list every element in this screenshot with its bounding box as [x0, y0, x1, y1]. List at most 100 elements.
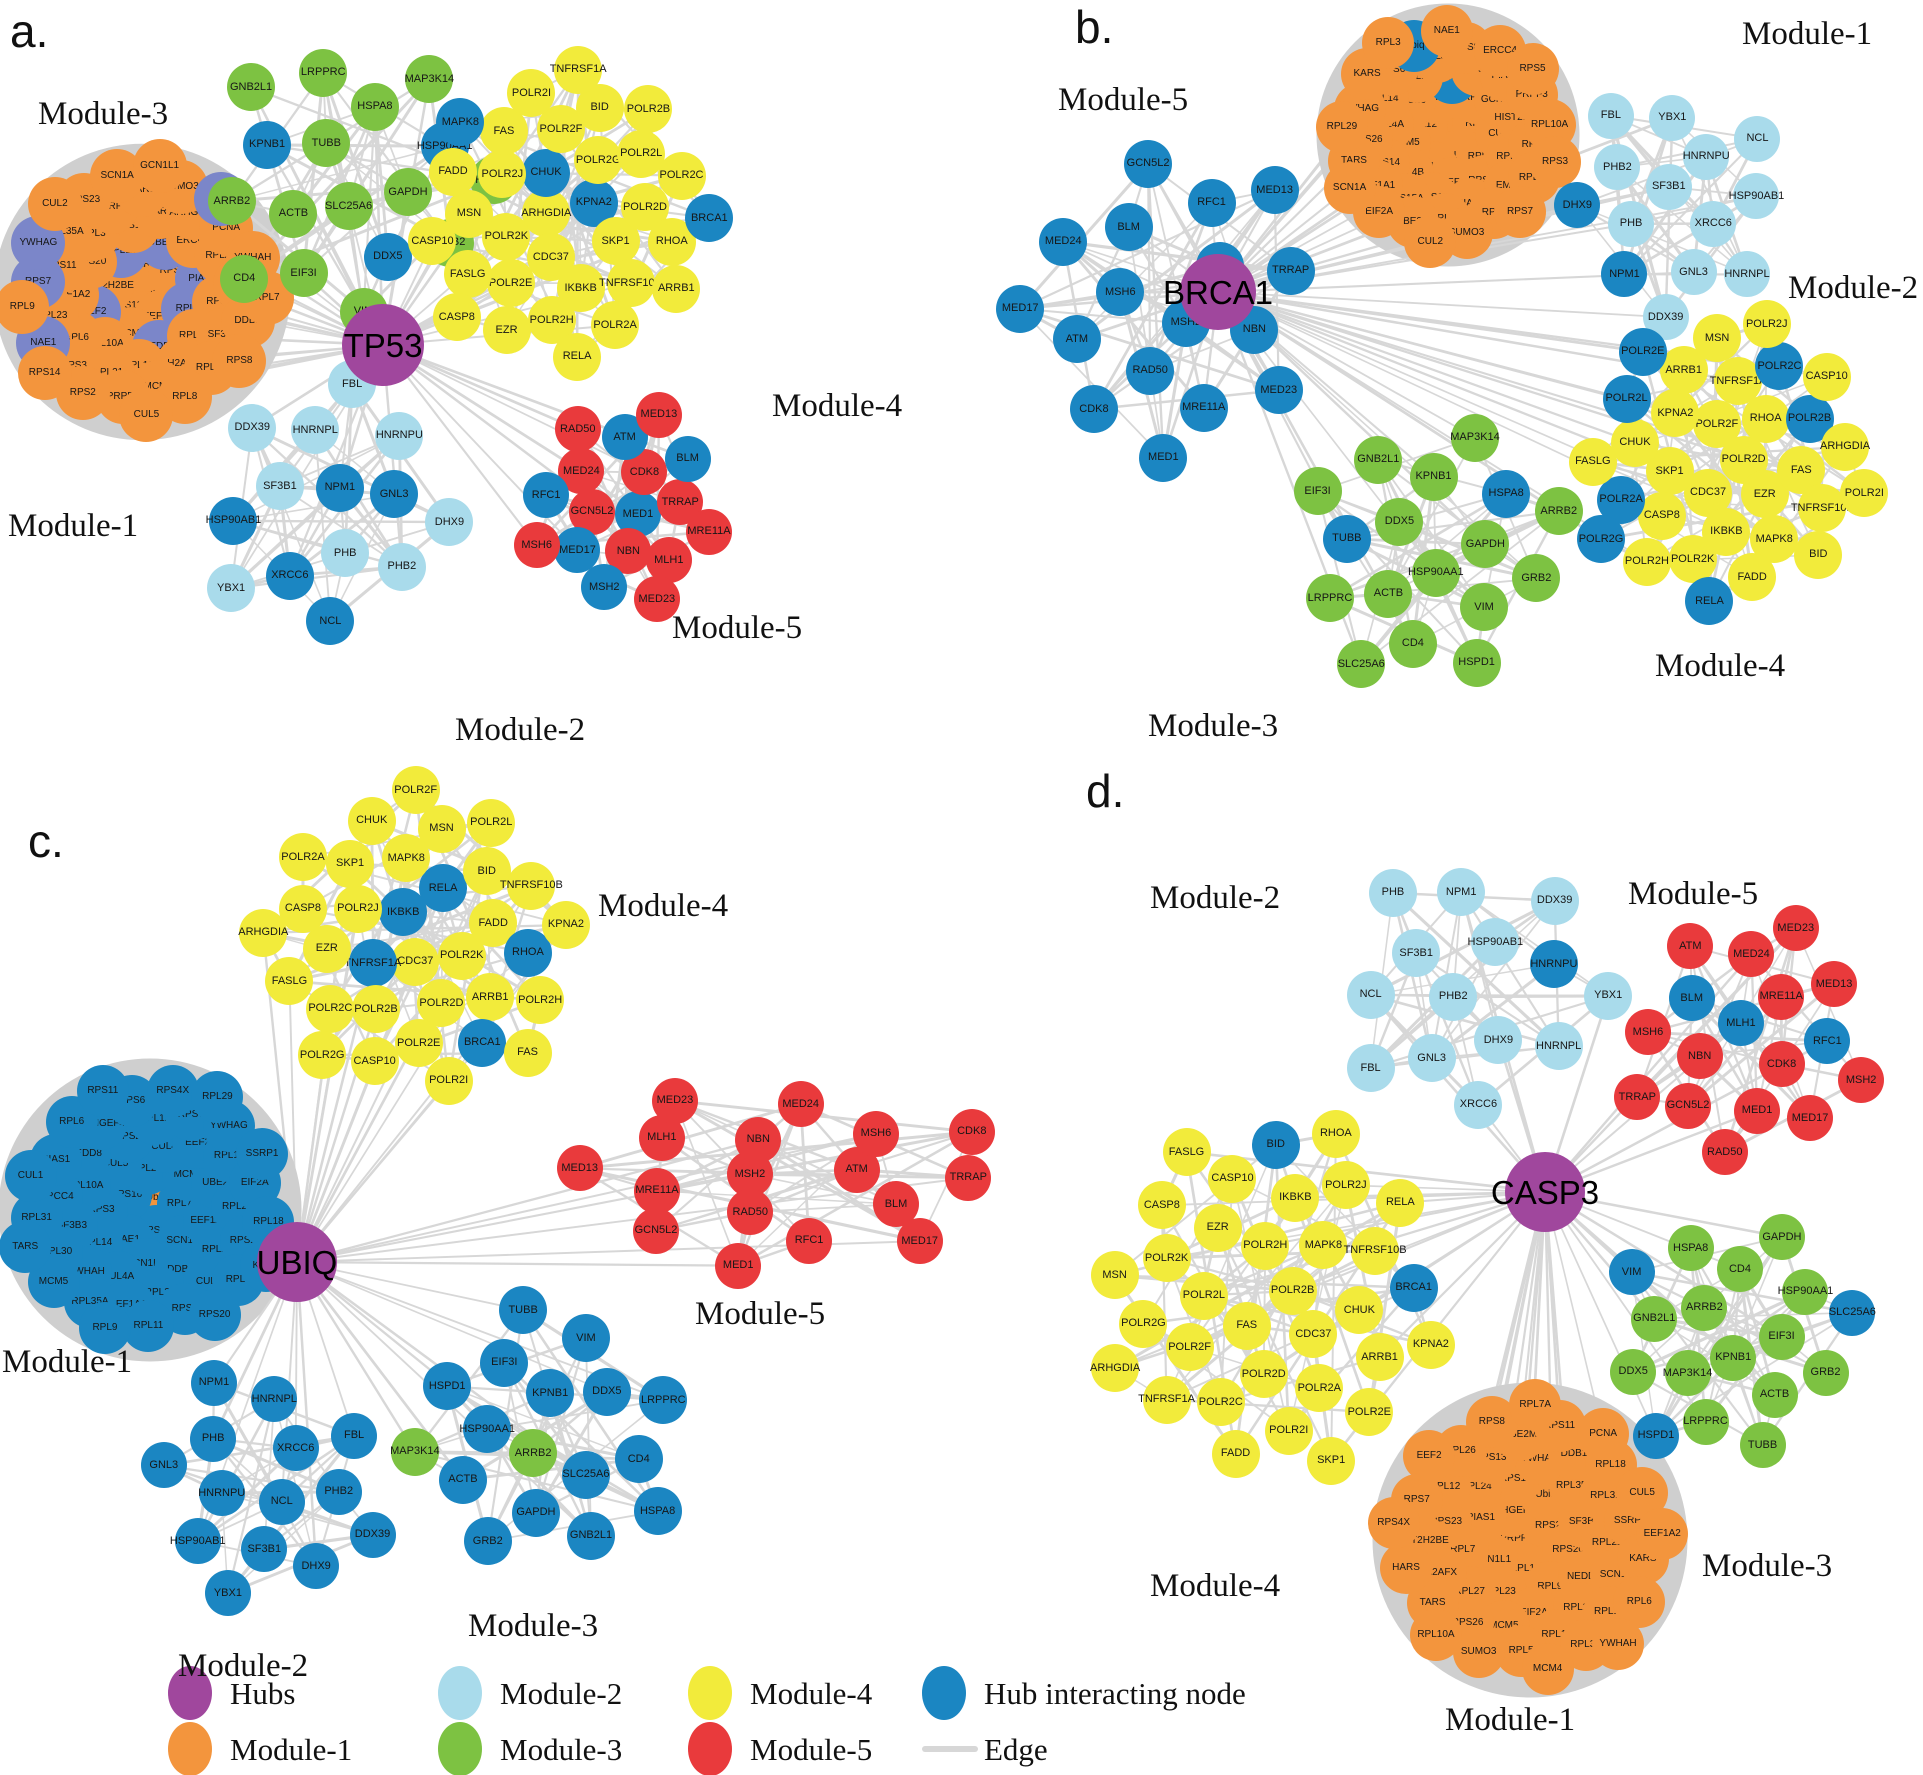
node-tubb[interactable]: TUBB	[499, 1286, 548, 1335]
node-brca1[interactable]: BRCA1	[685, 194, 734, 243]
node-med23[interactable]: MED23	[633, 576, 680, 623]
node-hspa8[interactable]: HSPA8	[350, 82, 399, 131]
node-hspd1[interactable]: HSPD1	[423, 1362, 472, 1411]
node-polr2k[interactable]: POLR2K	[1142, 1234, 1191, 1283]
node-rps5[interactable]: RPS5	[1506, 42, 1559, 95]
node-cd4[interactable]: CD4	[220, 254, 269, 303]
node-polr2c[interactable]: POLR2C	[657, 151, 706, 200]
node-actb[interactable]: ACTB	[1751, 1371, 1798, 1418]
node-gnb2l1[interactable]: GNB2L1	[227, 63, 276, 112]
node-brca1[interactable]: BRCA1	[458, 1018, 507, 1067]
node-slc25a6[interactable]: SLC25A6	[1337, 640, 1386, 689]
node-fas[interactable]: FAS	[1222, 1301, 1271, 1350]
node-cdc37[interactable]: CDC37	[1289, 1310, 1338, 1359]
node-lrpprc[interactable]: LRPPRC	[1682, 1398, 1729, 1445]
node-faslg[interactable]: FASLG	[443, 250, 492, 299]
node-npm1[interactable]: NPM1	[315, 463, 364, 512]
node-sf3b1[interactable]: SF3B1	[255, 462, 304, 511]
node-med23[interactable]: MED23	[651, 1077, 698, 1124]
node-msh6[interactable]: MSH6	[1096, 268, 1145, 317]
node-rpl11[interactable]: RPL11	[122, 1300, 175, 1353]
node-mlh1[interactable]: MLH1	[645, 537, 692, 584]
node-kpnb1[interactable]: KPNB1	[526, 1369, 575, 1418]
node-med24[interactable]: MED24	[1039, 217, 1088, 266]
node-xrcc6[interactable]: XRCC6	[272, 1425, 319, 1472]
node-polr2e[interactable]: POLR2E	[394, 1019, 443, 1068]
node-rhoa[interactable]: RHOA	[1311, 1109, 1360, 1158]
node-rela[interactable]: RELA	[553, 332, 602, 381]
node-tnfrsf1a[interactable]: TNFRSF1A	[550, 45, 607, 94]
node-kpnb1[interactable]: KPNB1	[1409, 452, 1458, 501]
node-ncl[interactable]: NCL	[306, 597, 355, 646]
node-med17[interactable]: MED17	[1787, 1095, 1834, 1142]
node-hspd1[interactable]: HSPD1	[1632, 1412, 1679, 1459]
node-scn1a[interactable]: SCN1A	[1323, 161, 1376, 214]
node-rela[interactable]: RELA	[1685, 577, 1734, 626]
node-rps4x[interactable]: RPS4X	[1367, 1496, 1420, 1549]
node-polr2d[interactable]: POLR2D	[1239, 1350, 1288, 1399]
node-msn[interactable]: MSN	[1090, 1251, 1139, 1300]
node-polr2b[interactable]: POLR2B	[624, 85, 673, 134]
node-hnrnpu[interactable]: HNRNPU	[1683, 133, 1730, 180]
node-phb[interactable]: PHB	[1608, 200, 1655, 247]
node-grb2[interactable]: GRB2	[463, 1517, 512, 1566]
node-lrpprc[interactable]: LRPPRC	[299, 48, 348, 97]
node-casp10[interactable]: CASP10	[350, 1037, 399, 1086]
node-rps8[interactable]: RPS8	[212, 334, 267, 389]
node-rpl9[interactable]: RPL9	[78, 1302, 131, 1355]
node-eef1a2[interactable]: EEF1A2	[1636, 1507, 1689, 1560]
node-casp10[interactable]: CASP10	[1802, 352, 1851, 401]
node-cdk8[interactable]: CDK8	[1069, 385, 1118, 434]
node-med17[interactable]: MED17	[554, 527, 601, 574]
node-polr2h[interactable]: POLR2H	[1622, 537, 1671, 586]
node-polr2i[interactable]: POLR2I	[507, 69, 556, 118]
hub-node-brca1[interactable]: BRCA1	[1163, 254, 1273, 330]
node-fbl[interactable]: FBL	[1346, 1044, 1395, 1093]
node-gcn5l2[interactable]: GCN5L2	[633, 1207, 679, 1254]
node-nae1[interactable]: NAE1	[1420, 4, 1473, 57]
node-rps20[interactable]: RPS20	[188, 1288, 241, 1341]
node-gapdh[interactable]: GAPDH	[1461, 520, 1510, 569]
node-hspa8[interactable]: HSPA8	[1482, 469, 1531, 518]
node-hars[interactable]: HARS	[1380, 1542, 1432, 1595]
node-fas[interactable]: FAS	[479, 107, 528, 156]
node-polr2j[interactable]: POLR2J	[478, 150, 527, 199]
node-med1[interactable]: MED1	[1734, 1087, 1781, 1134]
node-rpl9[interactable]: RPL9	[0, 279, 50, 334]
node-med13[interactable]: MED13	[635, 391, 682, 438]
node-arhgdia[interactable]: ARHGDIA	[521, 189, 571, 238]
node-hnrnpu[interactable]: HNRNPU	[198, 1470, 245, 1517]
node-rfc1[interactable]: RFC1	[1187, 178, 1236, 227]
node-msh6[interactable]: MSH6	[513, 522, 560, 569]
node-dhx9[interactable]: DHX9	[1474, 1016, 1523, 1065]
node-hsp90ab1[interactable]: HSP90AB1	[1468, 918, 1523, 967]
node-ddx5[interactable]: DDX5	[582, 1367, 631, 1416]
node-ddx5[interactable]: DDX5	[363, 232, 412, 281]
node-cdc37[interactable]: CDC37	[526, 233, 575, 282]
node-arhgdia[interactable]: ARHGDIA	[1090, 1344, 1140, 1393]
node-map3k14[interactable]: MAP3K14	[1450, 413, 1500, 462]
node-ywhah[interactable]: YWHAH	[1592, 1617, 1645, 1670]
node-cul1[interactable]: CUL1	[4, 1150, 57, 1203]
node-med1[interactable]: MED1	[1139, 433, 1188, 482]
node-rela[interactable]: RELA	[1376, 1178, 1425, 1227]
node-polr2b[interactable]: POLR2B	[1268, 1266, 1317, 1315]
node-trrap[interactable]: TRRAP	[1614, 1074, 1661, 1121]
node-gnb2l1[interactable]: GNB2L1	[1354, 435, 1403, 484]
node-msn[interactable]: MSN	[1693, 314, 1742, 363]
node-msh2[interactable]: MSH2	[581, 564, 628, 611]
node-chuk[interactable]: CHUK	[522, 148, 571, 197]
node-polr2a[interactable]: POLR2A	[591, 301, 640, 350]
node-arrb1[interactable]: ARRB1	[1355, 1333, 1404, 1382]
node-xrcc6[interactable]: XRCC6	[1454, 1080, 1503, 1129]
node-arrb1[interactable]: ARRB1	[466, 973, 515, 1022]
node-gapdh[interactable]: GAPDH	[383, 168, 432, 217]
node-ikbkb[interactable]: IKBKB	[1271, 1173, 1320, 1222]
node-eef2[interactable]: EEF2	[1403, 1430, 1456, 1483]
node-med17[interactable]: MED17	[996, 284, 1045, 333]
node-rhoa[interactable]: RHOA	[503, 928, 552, 977]
node-phb[interactable]: PHB	[190, 1415, 237, 1462]
node-rps11[interactable]: RPS11	[76, 1065, 129, 1118]
node-phb[interactable]: PHB	[1368, 868, 1417, 917]
node-med1[interactable]: MED1	[715, 1242, 762, 1289]
